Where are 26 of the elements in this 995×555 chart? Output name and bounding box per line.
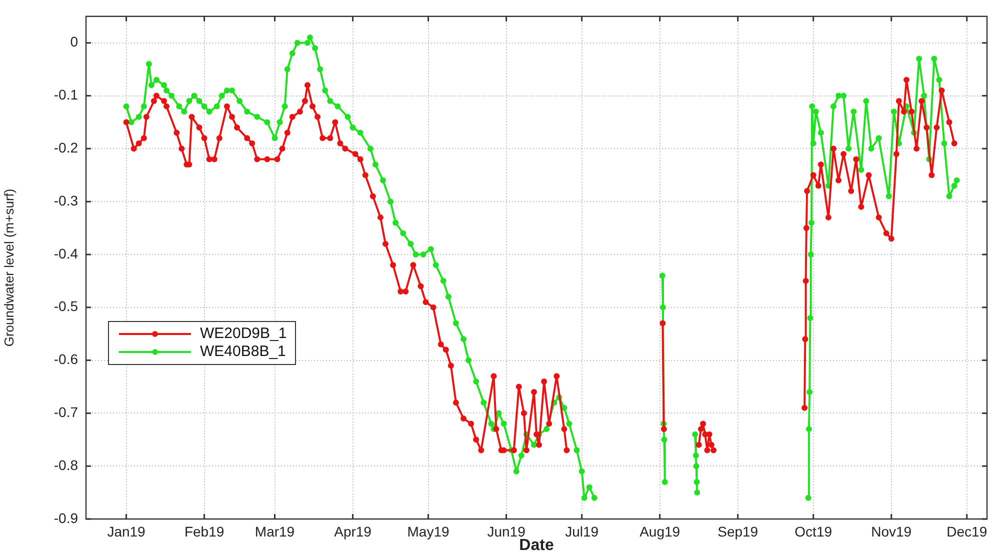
y-tick-label: -0.7	[54, 404, 78, 420]
x-tick-label: Jan19	[107, 523, 146, 540]
y-tick-label: -0.6	[54, 351, 78, 368]
x-tick-label: Nov19	[871, 523, 912, 540]
x-tick-label: Aug19	[640, 523, 680, 540]
x-tick-label: Sep19	[718, 523, 758, 540]
y-tick-label: 0	[70, 34, 78, 50]
x-tick-label: Jun19	[487, 523, 526, 540]
x-tick-label: May19	[407, 523, 450, 540]
x-tick-label: Dec19	[946, 523, 988, 540]
x-tick-label: Jul19	[565, 523, 599, 540]
x-tick-label: Oct19	[794, 523, 832, 540]
y-tick-label: -0.1	[54, 86, 78, 103]
y-tick-label: -0.3	[54, 192, 78, 208]
y-tick-label: -0.4	[54, 245, 78, 262]
y-tick-label: -0.5	[54, 298, 78, 314]
legend-label: WE20D9B_1	[200, 325, 287, 344]
legend-label: WE40B8B_1	[200, 343, 286, 362]
x-tick-label: Mar19	[254, 523, 295, 540]
x-tick-label: Apr19	[334, 523, 372, 540]
x-axis-title: Date	[519, 536, 554, 554]
x-tick-label: Feb19	[184, 523, 224, 540]
y-tick-label: -0.9	[54, 510, 78, 526]
y-axis-title: Groundwater level (m+surf)	[1, 188, 16, 347]
y-tick-label: -0.2	[54, 140, 78, 156]
y-tick-label: -0.8	[54, 456, 78, 473]
